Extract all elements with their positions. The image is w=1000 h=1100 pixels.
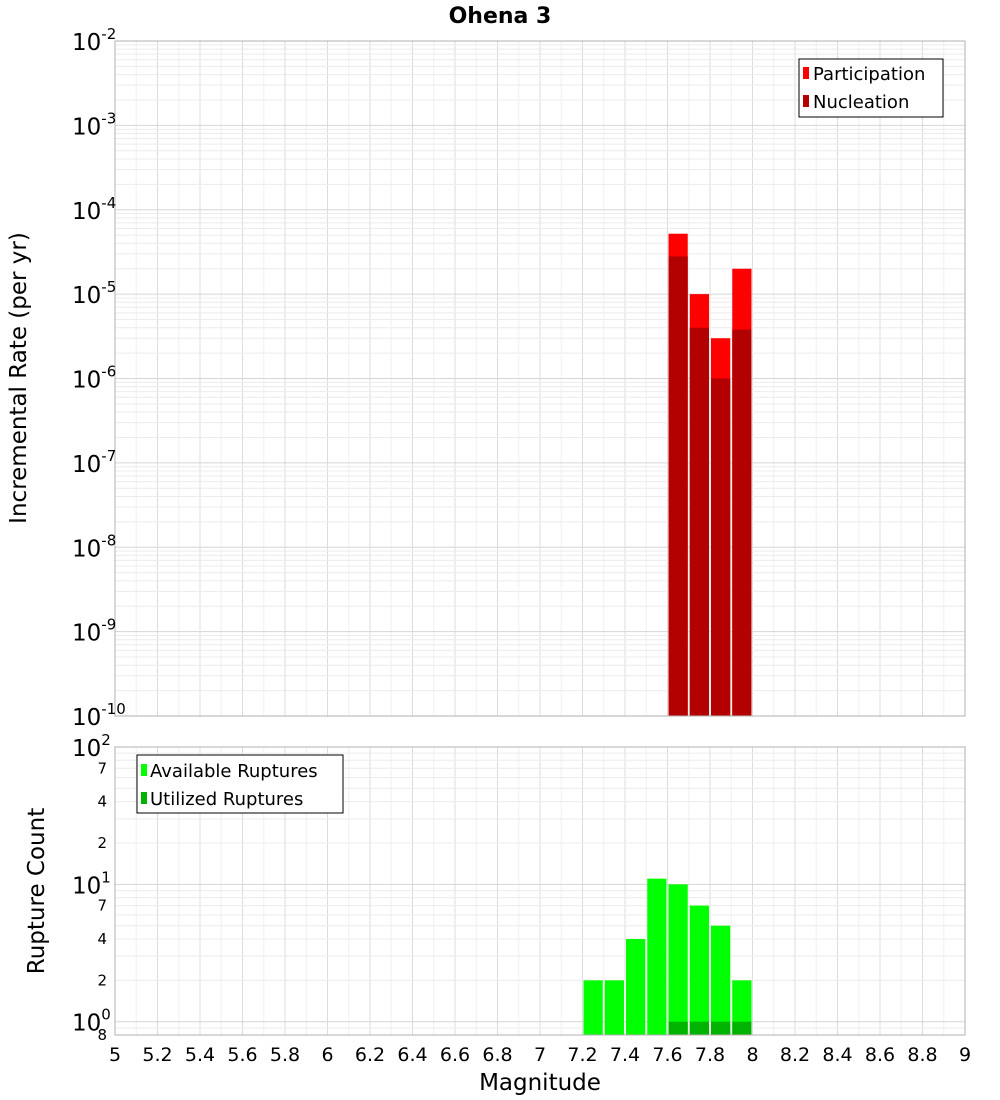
x-tick-label-19: 8.8 bbox=[907, 1044, 937, 1066]
x-tick-label-6: 6.2 bbox=[355, 1044, 385, 1066]
x-tick-label-1: 5.2 bbox=[142, 1044, 172, 1066]
rate-grid bbox=[114, 40, 966, 717]
x-tick-label-4: 5.8 bbox=[270, 1044, 300, 1066]
count-decade-label-2: 102 bbox=[72, 731, 111, 762]
count-minor-tick-label-3: 7 bbox=[97, 897, 107, 915]
count-decade-label-1: 101 bbox=[72, 868, 111, 899]
count-series-0-bar bbox=[668, 884, 688, 1035]
rate-y-axis-label: Incremental Rate (per yr) bbox=[6, 232, 32, 524]
x-axis-label: Magnitude bbox=[479, 1070, 601, 1096]
count-series-0-bar bbox=[732, 980, 752, 1035]
count-series-1-bar bbox=[689, 1021, 709, 1035]
count-minor-tick-label-6: 7 bbox=[97, 759, 107, 777]
x-tick-label-12: 7.4 bbox=[610, 1044, 640, 1066]
count-series-1-bar bbox=[732, 1021, 752, 1035]
x-tick-label-8: 6.6 bbox=[440, 1044, 470, 1066]
rate-decade-label-3: 10-7 bbox=[72, 447, 116, 478]
count-series-0-bar bbox=[583, 980, 603, 1035]
rate-plot-border bbox=[114, 40, 966, 717]
x-tick-label-10: 7 bbox=[534, 1044, 546, 1066]
count-series-0-bar bbox=[711, 925, 731, 1035]
nucleation-legend-label: Nucleation bbox=[813, 92, 909, 113]
count-series-0-bar bbox=[604, 980, 624, 1035]
x-tick-label-5: 6 bbox=[321, 1044, 333, 1066]
rate-decade-label-4: 10-6 bbox=[72, 363, 116, 394]
x-tick-label-0: 5 bbox=[109, 1044, 121, 1066]
rate-decade-label-1: 10-9 bbox=[72, 616, 116, 647]
rate-legend: Participation Nucleation bbox=[798, 58, 944, 118]
count-minor-tick-label-4: 2 bbox=[97, 834, 107, 852]
rate-decade-label-6: 10-4 bbox=[72, 194, 116, 225]
x-tick-label-13: 7.6 bbox=[652, 1044, 682, 1066]
rate-decade-label-5: 10-5 bbox=[72, 278, 116, 309]
available-ruptures-legend-label: Available Ruptures bbox=[150, 761, 318, 782]
x-tick-label-18: 8.6 bbox=[865, 1044, 895, 1066]
count-series-1-bar bbox=[711, 1021, 731, 1035]
count-series-0-bar bbox=[647, 878, 667, 1035]
rate-decade-label-7: 10-3 bbox=[72, 109, 116, 140]
count-series-0-bar bbox=[626, 939, 646, 1035]
count-minor-tick-label-1: 2 bbox=[97, 971, 107, 989]
count-series-0-bar bbox=[689, 905, 709, 1035]
count-legend: Available Ruptures Utilized Ruptures bbox=[136, 754, 344, 814]
rate-series-1-bar bbox=[689, 327, 709, 716]
count-plot-border bbox=[114, 746, 966, 1036]
rate-legend-box bbox=[798, 58, 944, 118]
x-tick-label-7: 6.4 bbox=[397, 1044, 427, 1066]
count-series-1-bar bbox=[668, 1021, 688, 1035]
count-y-tick-labels: 100 101 102 8 2 4 7 2 4 7 bbox=[72, 731, 111, 1044]
participation-legend-swatch bbox=[803, 67, 809, 79]
x-tick-labels: 5 5.2 5.4 5.6 5.8 6 6.2 6.4 6.6 6.8 7 7.2 7.4 7.6 7.8 8… bbox=[109, 1044, 971, 1066]
rate-decade-label-8: 10-2 bbox=[72, 25, 116, 56]
participation-legend-label: Participation bbox=[813, 64, 925, 85]
x-tick-label-17: 8.4 bbox=[822, 1044, 852, 1066]
available-ruptures-legend-swatch bbox=[141, 764, 147, 776]
x-tick-label-15: 8 bbox=[746, 1044, 758, 1066]
x-tick-label-9: 6.8 bbox=[482, 1044, 512, 1066]
x-tick-label-11: 7.2 bbox=[567, 1044, 597, 1066]
rate-bars bbox=[668, 233, 752, 716]
rate-series-1-bar bbox=[732, 329, 752, 716]
count-y-axis-label: Rupture Count bbox=[24, 808, 50, 974]
utilized-ruptures-legend-swatch bbox=[141, 792, 147, 804]
rupture-count-chart: 100 101 102 8 2 4 7 2 4 7 5 5.2 5.4 5.6 5.8 6 6.2 6.4 6.6… bbox=[24, 731, 971, 1096]
nucleation-legend-swatch bbox=[803, 95, 809, 107]
x-tick-label-16: 8.2 bbox=[780, 1044, 810, 1066]
utilized-ruptures-legend-label: Utilized Ruptures bbox=[150, 789, 303, 810]
count-bars bbox=[583, 878, 752, 1035]
rate-y-tick-labels: 10-10 10-9 10-8 10-7 10-6 10-5 10-4 10-3 10-2 bbox=[72, 25, 126, 731]
x-tick-label-3: 5.6 bbox=[227, 1044, 257, 1066]
x-tick-label-14: 7.8 bbox=[695, 1044, 725, 1066]
count-decade-label-0: 100 bbox=[72, 1006, 111, 1037]
rate-series-1-bar bbox=[711, 378, 731, 716]
count-minor-tick-label-5: 4 bbox=[97, 793, 107, 811]
rate-decade-label-0: 10-10 bbox=[72, 700, 126, 731]
rate-series-1-bar bbox=[668, 256, 688, 716]
count-legend-box bbox=[136, 754, 344, 814]
count-minor-tick-label-0: 8 bbox=[97, 1026, 107, 1044]
count-minor-tick-label-2: 4 bbox=[97, 930, 107, 948]
chart-title: Ohena 3 bbox=[449, 4, 552, 29]
x-tick-label-20: 9 bbox=[959, 1044, 971, 1066]
x-tick-label-2: 5.4 bbox=[185, 1044, 215, 1066]
rate-decade-label-2: 10-8 bbox=[72, 531, 116, 562]
rate-chart: 10-10 10-9 10-8 10-7 10-6 10-5 10-4 10-3 10-2 In… bbox=[6, 25, 966, 731]
